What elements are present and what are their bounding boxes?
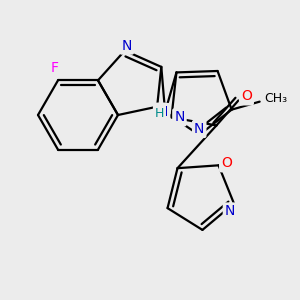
Text: F: F: [51, 61, 59, 75]
Text: N: N: [174, 110, 184, 124]
Text: N: N: [122, 39, 132, 52]
Text: S: S: [156, 105, 164, 119]
Text: O: O: [241, 89, 252, 103]
Text: O: O: [221, 156, 232, 170]
Text: H: H: [155, 107, 164, 120]
Text: N: N: [225, 205, 235, 218]
Text: CH₃: CH₃: [264, 92, 287, 105]
Text: N: N: [194, 122, 204, 136]
Text: N: N: [158, 105, 168, 119]
